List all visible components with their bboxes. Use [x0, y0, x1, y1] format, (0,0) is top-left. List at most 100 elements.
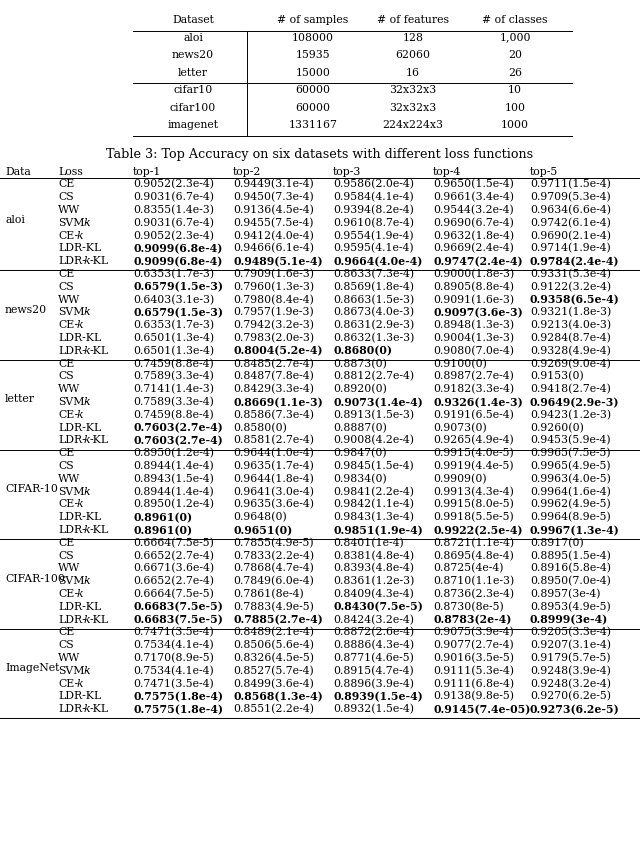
Text: WW: WW: [58, 205, 80, 215]
Text: cifar100: cifar100: [170, 102, 216, 113]
Text: LDR-KL: LDR-KL: [58, 602, 101, 612]
Text: 0.7883(4.9e-5): 0.7883(4.9e-5): [233, 602, 314, 612]
Text: 0.8917(0): 0.8917(0): [530, 538, 584, 548]
Text: 0.8987(2.7e-4): 0.8987(2.7e-4): [433, 371, 514, 382]
Text: 0.6579(1.5e-3): 0.6579(1.5e-3): [133, 307, 223, 318]
Text: 0.9635(1.7e-4): 0.9635(1.7e-4): [233, 461, 314, 471]
Text: 0.6664(7.5e-5): 0.6664(7.5e-5): [133, 589, 214, 599]
Text: 0.8721(1.1e-4): 0.8721(1.1e-4): [433, 538, 514, 548]
Text: CE: CE: [58, 269, 74, 279]
Text: CE-: CE-: [58, 409, 78, 420]
Text: letter: letter: [5, 394, 35, 404]
Text: 0.9207(3.1e-4): 0.9207(3.1e-4): [530, 640, 611, 651]
Text: LDR-: LDR-: [58, 614, 86, 624]
Text: 0.9000(1.8e-3): 0.9000(1.8e-3): [433, 269, 515, 279]
Text: aloi: aloi: [5, 215, 25, 225]
Text: 32x32x3: 32x32x3: [389, 102, 436, 113]
Text: 0.9080(7.0e-4): 0.9080(7.0e-4): [433, 346, 514, 356]
Text: 0.9644(1.8e-4): 0.9644(1.8e-4): [233, 474, 314, 484]
Text: # of features: # of features: [377, 15, 449, 25]
Text: 0.9584(4.1e-4): 0.9584(4.1e-4): [333, 192, 413, 202]
Text: 0.8812(2.7e-4): 0.8812(2.7e-4): [333, 371, 414, 382]
Text: 0.9122(3.2e-4): 0.9122(3.2e-4): [530, 282, 611, 292]
Text: 0.9449(3.1e-4): 0.9449(3.1e-4): [233, 179, 314, 190]
Text: 0.9191(6.5e-4): 0.9191(6.5e-4): [433, 409, 514, 420]
Text: CE: CE: [58, 448, 74, 458]
Text: 0.6652(2.7e-4): 0.6652(2.7e-4): [133, 576, 214, 586]
Text: 60000: 60000: [296, 85, 330, 95]
Text: -KL: -KL: [90, 346, 109, 355]
Text: 0.6671(3.6e-4): 0.6671(3.6e-4): [133, 563, 214, 574]
Text: LDR-KL: LDR-KL: [58, 244, 101, 253]
Text: aloi: aloi: [183, 32, 203, 42]
Text: 0.9965(7.5e-5): 0.9965(7.5e-5): [530, 448, 611, 459]
Text: top-5: top-5: [530, 167, 558, 177]
Text: CS: CS: [58, 371, 74, 382]
Text: WW: WW: [58, 653, 80, 663]
Text: 0.8409(4.3e-4): 0.8409(4.3e-4): [333, 589, 414, 599]
Text: k: k: [84, 307, 91, 317]
Text: Data: Data: [5, 167, 31, 177]
Text: 0.8873(0): 0.8873(0): [333, 359, 387, 369]
Text: 0.7459(8.8e-4): 0.7459(8.8e-4): [133, 359, 214, 369]
Text: LDR-: LDR-: [58, 346, 86, 355]
Text: 0.9644(1.0e-4): 0.9644(1.0e-4): [233, 448, 314, 459]
Text: 0.9690(6.7e-4): 0.9690(6.7e-4): [433, 217, 514, 228]
Text: 100: 100: [504, 102, 525, 113]
Text: CE-: CE-: [58, 589, 78, 599]
Text: SVM-: SVM-: [58, 486, 88, 497]
Text: 0.9248(3.9e-4): 0.9248(3.9e-4): [530, 666, 611, 676]
Text: 0.9008(4.2e-4): 0.9008(4.2e-4): [333, 436, 414, 446]
Text: 0.9851(1.9e-4): 0.9851(1.9e-4): [333, 525, 423, 536]
Text: 0.8499(3.6e-4): 0.8499(3.6e-4): [233, 678, 314, 689]
Text: 0.8905(8.8e-4): 0.8905(8.8e-4): [433, 282, 514, 292]
Text: 0.7534(4.1e-4): 0.7534(4.1e-4): [133, 666, 214, 676]
Text: 0.9269(9.0e-4): 0.9269(9.0e-4): [530, 359, 611, 369]
Text: k: k: [84, 486, 91, 497]
Text: 0.9153(0): 0.9153(0): [530, 371, 584, 382]
Text: 0.7861(8e-4): 0.7861(8e-4): [233, 589, 304, 599]
Text: 0.9841(2.2e-4): 0.9841(2.2e-4): [333, 486, 414, 497]
Text: CE: CE: [58, 359, 74, 369]
Text: 0.9423(1.2e-3): 0.9423(1.2e-3): [530, 409, 611, 420]
Text: 0.9489(5.1e-4): 0.9489(5.1e-4): [233, 256, 323, 267]
Text: LDR-KL: LDR-KL: [58, 691, 101, 701]
Text: 0.7603(2.7e-4): 0.7603(2.7e-4): [133, 422, 223, 433]
Text: 0.9963(4.0e-5): 0.9963(4.0e-5): [530, 474, 611, 484]
Text: 0.8586(7.3e-4): 0.8586(7.3e-4): [233, 409, 314, 420]
Text: 0.8950(1.2e-4): 0.8950(1.2e-4): [133, 499, 214, 509]
Text: 0.6501(1.3e-4): 0.6501(1.3e-4): [133, 346, 214, 356]
Text: 15000: 15000: [296, 68, 330, 78]
Text: 0.9248(3.2e-4): 0.9248(3.2e-4): [530, 678, 611, 689]
Text: 0.9284(8.7e-4): 0.9284(8.7e-4): [530, 332, 611, 343]
Text: 0.8355(1.4e-3): 0.8355(1.4e-3): [133, 205, 214, 215]
Text: Dataset: Dataset: [172, 15, 214, 25]
Text: 0.9651(0): 0.9651(0): [233, 525, 292, 536]
Text: 0.7170(8.9e-5): 0.7170(8.9e-5): [133, 653, 214, 663]
Text: WW: WW: [58, 563, 80, 574]
Text: 10: 10: [508, 85, 522, 95]
Text: SVM-: SVM-: [58, 307, 88, 317]
Text: CE-: CE-: [58, 499, 78, 509]
Text: 0.7471(3.5e-4): 0.7471(3.5e-4): [133, 678, 214, 689]
Text: 0.9690(2.1e-4): 0.9690(2.1e-4): [530, 230, 611, 241]
Text: 0.9847(0): 0.9847(0): [333, 448, 387, 459]
Text: 0.8551(2.2e-4): 0.8551(2.2e-4): [233, 704, 314, 714]
Text: # of samples: # of samples: [277, 15, 349, 25]
Text: 0.9138(9.8e-5): 0.9138(9.8e-5): [433, 691, 514, 701]
Text: LDR-KL: LDR-KL: [58, 422, 101, 432]
Text: 0.9052(2.3e-4): 0.9052(2.3e-4): [133, 230, 214, 241]
Text: 1331167: 1331167: [289, 120, 337, 130]
Text: 0.8944(1.4e-4): 0.8944(1.4e-4): [133, 461, 214, 471]
Text: 0.9834(0): 0.9834(0): [333, 474, 387, 484]
Text: 0.9962(4.9e-5): 0.9962(4.9e-5): [530, 499, 611, 509]
Text: 0.9918(5.5e-5): 0.9918(5.5e-5): [433, 512, 514, 523]
Text: 0.9073(0): 0.9073(0): [433, 422, 487, 433]
Text: LDR-: LDR-: [58, 436, 86, 445]
Text: -KL: -KL: [90, 614, 109, 624]
Text: CE-: CE-: [58, 320, 78, 330]
Text: 0.8896(3.9e-4): 0.8896(3.9e-4): [333, 678, 414, 689]
Text: 0.7141(1.4e-3): 0.7141(1.4e-3): [133, 384, 214, 394]
Text: CS: CS: [58, 282, 74, 292]
Text: 0.8489(2.1e-4): 0.8489(2.1e-4): [233, 627, 314, 638]
